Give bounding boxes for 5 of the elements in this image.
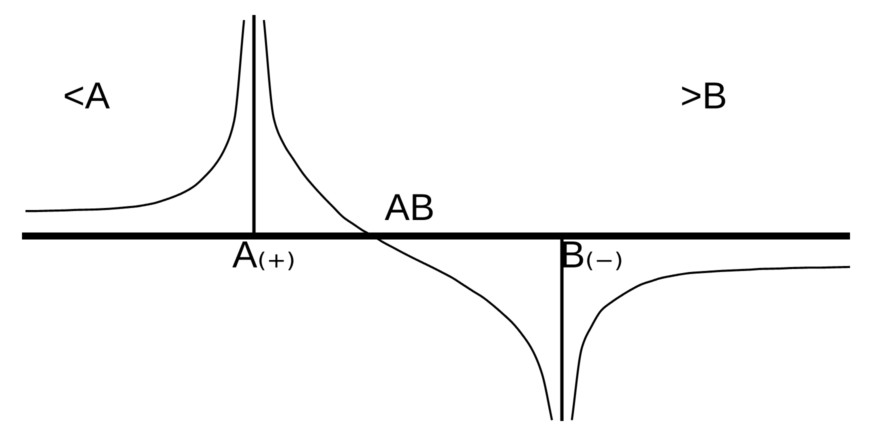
annotation: AB xyxy=(384,194,433,220)
x-tick-label: B₍₋₎ xyxy=(563,242,622,270)
annotation: <A xyxy=(64,82,110,108)
annotation: >B xyxy=(682,82,726,108)
x-tick-label: A₍₊₎ xyxy=(232,242,294,270)
